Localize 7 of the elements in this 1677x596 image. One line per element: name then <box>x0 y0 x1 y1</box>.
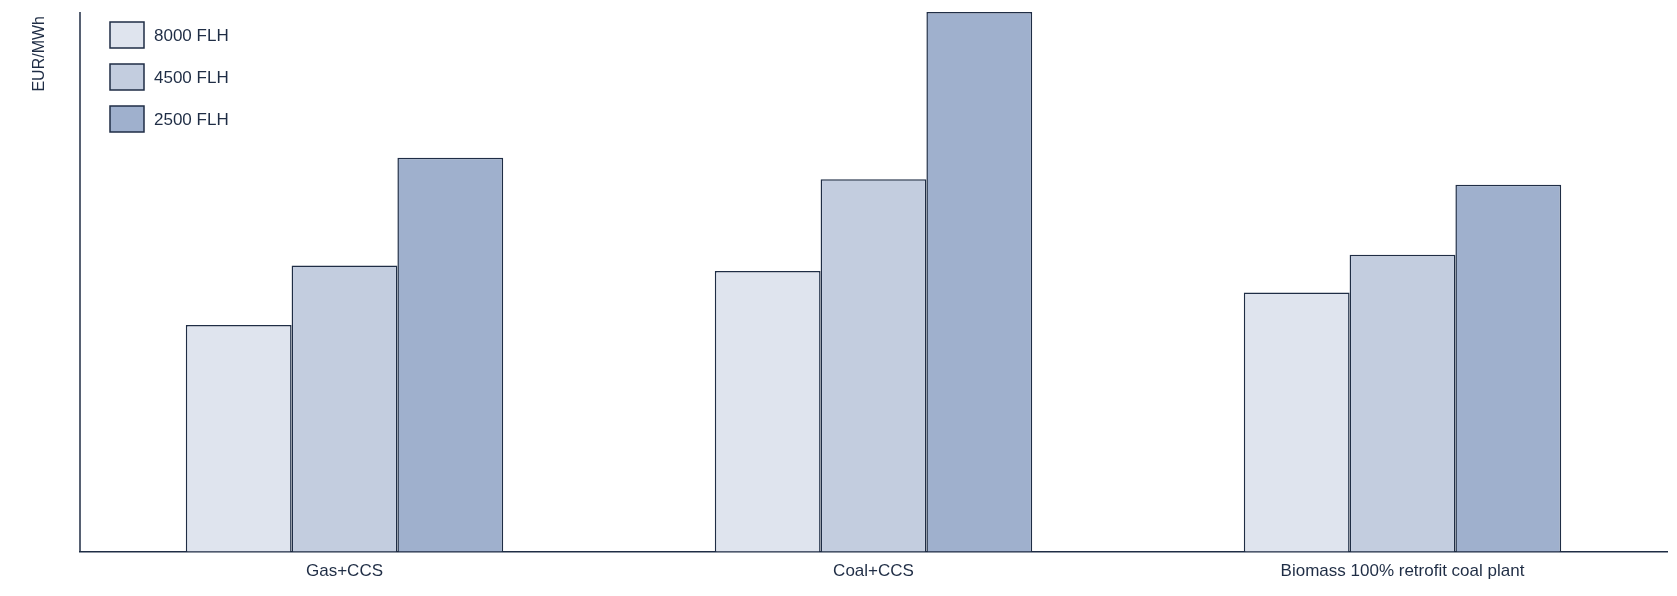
x-tick-label: Coal+CCS <box>833 561 914 581</box>
x-tick-label: Gas+CCS <box>306 561 383 581</box>
x-tick-label: Biomass 100% retrofit coal plant <box>1280 561 1525 581</box>
y-axis-title: EUR/MWh <box>30 16 48 92</box>
legend-label: 8000 FLH <box>154 25 229 45</box>
legend-label: 2500 FLH <box>154 109 229 129</box>
legend-label: 4500 FLH <box>154 67 229 87</box>
